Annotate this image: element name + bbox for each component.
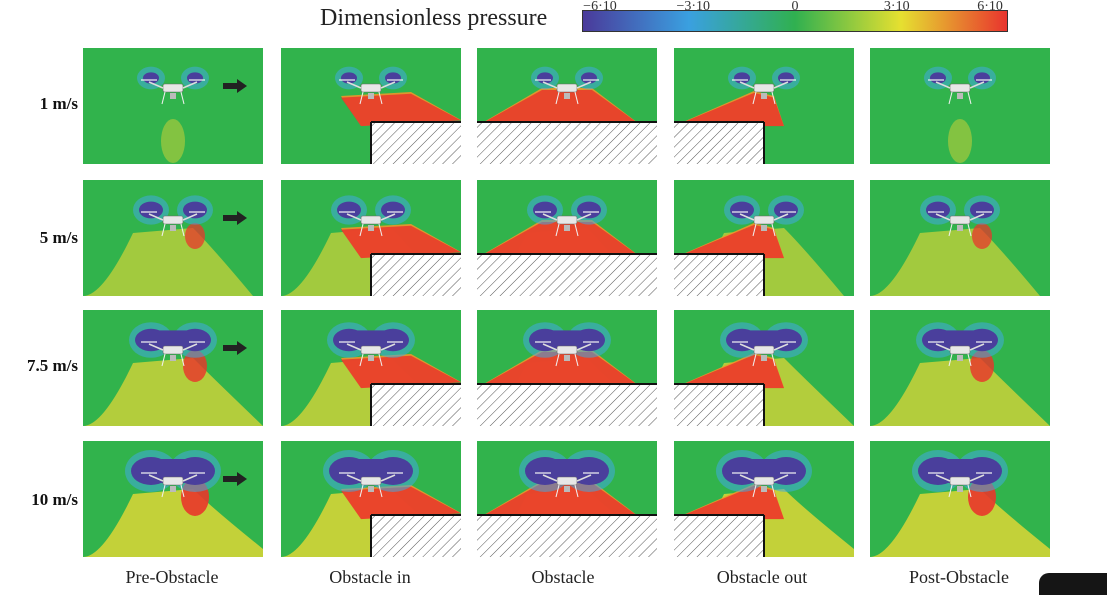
contour-panel xyxy=(477,310,657,426)
column-label-3: Obstacle xyxy=(531,567,595,587)
contour-panel xyxy=(674,48,854,164)
contour-panel xyxy=(281,310,461,426)
column-label-2: Obstacle in xyxy=(329,567,411,587)
contour-panel xyxy=(870,441,1050,557)
column-label-1: Pre-Obstacle xyxy=(125,567,219,587)
contour-panel xyxy=(870,310,1050,426)
contour-panel xyxy=(870,180,1050,296)
colorbar-tick-1: −6·10 xyxy=(583,0,617,14)
corner-widget xyxy=(1039,573,1107,595)
contour-panel xyxy=(83,48,263,164)
colorbar-tick-5: 6·10 xyxy=(977,0,1003,14)
contour-panel xyxy=(83,310,263,426)
colorbar-title: Dimensionless pressure xyxy=(320,5,548,31)
contour-panel xyxy=(477,48,657,164)
colorbar: −6·10 −3·10 0 3·10 6·10 xyxy=(582,0,1008,32)
contour-panel xyxy=(477,180,657,296)
contour-panel xyxy=(674,310,854,426)
contour-panel xyxy=(477,441,657,557)
contour-panel xyxy=(83,180,263,296)
contour-panel xyxy=(674,441,854,557)
contour-panel xyxy=(281,48,461,164)
colorbar-tick-3: 0 xyxy=(791,0,799,14)
row-label-4: 10 m/s xyxy=(31,490,78,509)
contour-panel xyxy=(281,441,461,557)
colorbar-tick-2: −3·10 xyxy=(676,0,711,14)
row-label-1: 1 m/s xyxy=(39,94,78,113)
contour-panel xyxy=(674,180,854,296)
colorbar-tick-4: 3·10 xyxy=(883,0,910,14)
row-label-3: 7.5 m/s xyxy=(27,356,78,375)
contour-panel xyxy=(281,180,461,296)
column-label-5: Post-Obstacle xyxy=(909,567,1009,587)
column-label-4: Obstacle out xyxy=(716,567,808,587)
contour-panel xyxy=(870,48,1050,164)
row-label-2: 5 m/s xyxy=(39,228,78,247)
contour-panel xyxy=(83,441,263,557)
